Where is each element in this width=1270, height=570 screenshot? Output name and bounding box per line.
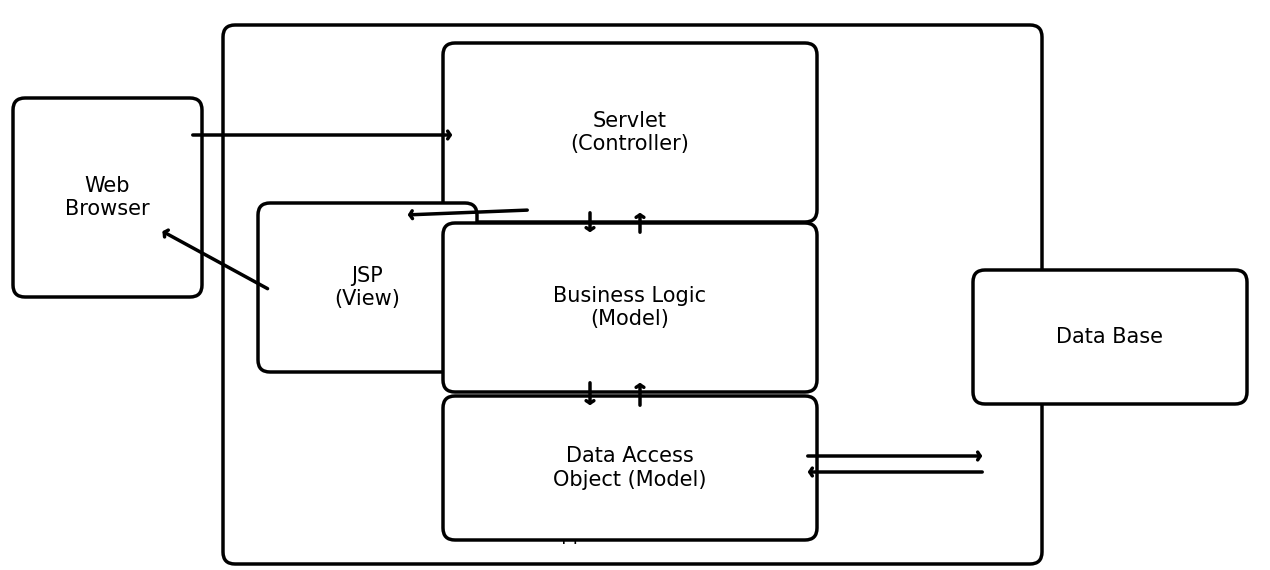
FancyBboxPatch shape <box>443 396 817 540</box>
Text: Web
Browser: Web Browser <box>65 176 150 219</box>
Text: Application Server: Application Server <box>550 526 715 544</box>
Text: Data Base: Data Base <box>1057 327 1163 347</box>
FancyBboxPatch shape <box>443 223 817 392</box>
FancyBboxPatch shape <box>258 203 478 372</box>
Text: Data Access
Object (Model): Data Access Object (Model) <box>554 446 706 490</box>
Text: Business Logic
(Model): Business Logic (Model) <box>554 286 706 329</box>
FancyBboxPatch shape <box>224 25 1041 564</box>
FancyBboxPatch shape <box>973 270 1247 404</box>
FancyBboxPatch shape <box>443 43 817 222</box>
FancyBboxPatch shape <box>13 98 202 297</box>
Text: JSP
(View): JSP (View) <box>334 266 400 309</box>
Text: Servlet
(Controller): Servlet (Controller) <box>570 111 690 154</box>
